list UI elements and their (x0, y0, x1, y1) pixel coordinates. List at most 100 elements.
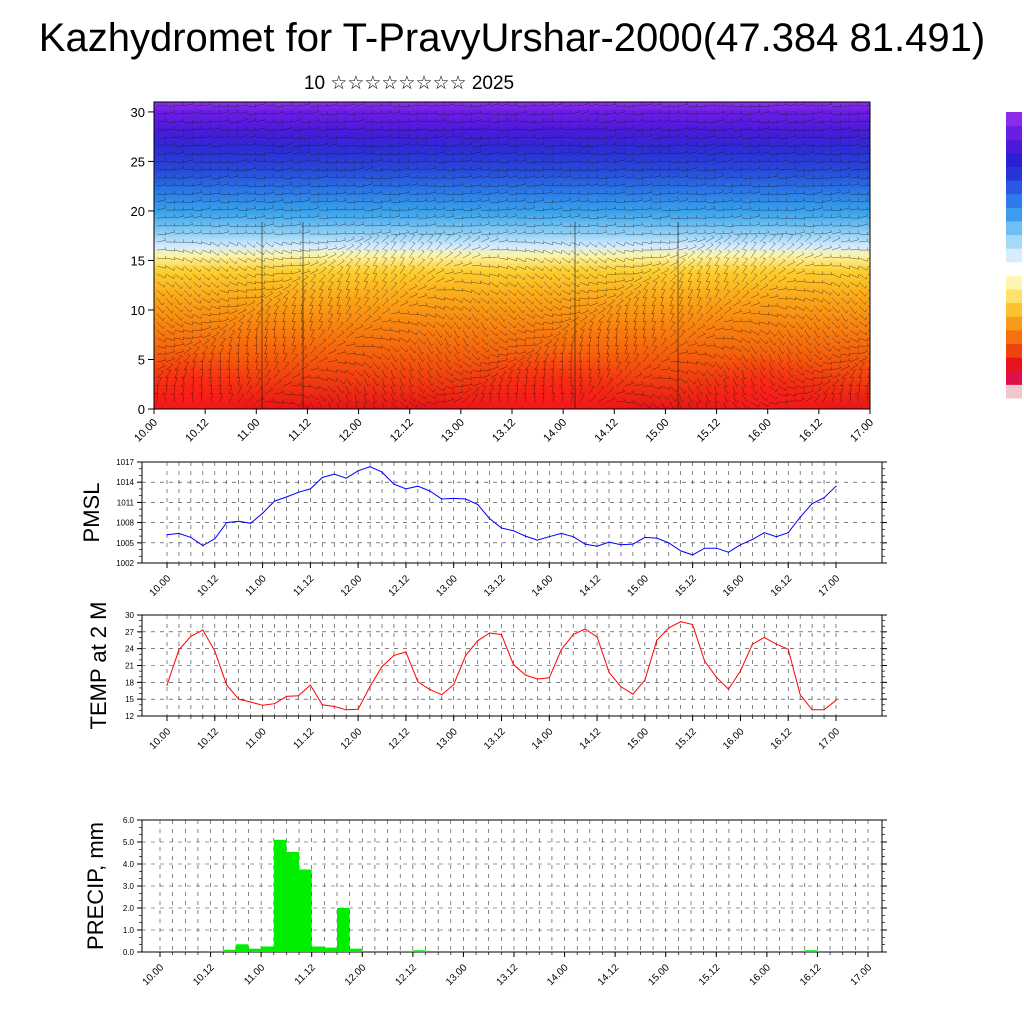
heatmap-y-tick-label: 10 (131, 303, 145, 318)
pmsl-point (608, 541, 610, 543)
temp-2m-x-tick-label: 11.12 (292, 726, 317, 751)
pmsl-frame (141, 461, 883, 564)
pmsl-x-tick-label: 15.12 (673, 573, 699, 599)
colorbar-swatch (1006, 166, 1022, 181)
pmsl-point (715, 547, 718, 549)
pmsl-x-tick-label: 11.12 (292, 573, 317, 598)
colorbar-swatch (1006, 234, 1022, 249)
colorbar-swatch (1006, 180, 1022, 195)
temp-2m-x-tick-label: 17.00 (817, 726, 843, 752)
pmsl-x-tick-label: 12.12 (387, 573, 413, 599)
colorbar-swatch (1006, 125, 1022, 140)
precip-bar (400, 950, 413, 952)
precip-x-tick-label: 17.00 (849, 962, 875, 988)
precip-bar (324, 947, 337, 952)
heatmap-x-tick-label: 15.12 (695, 417, 723, 445)
temp-2m-point (226, 684, 228, 686)
temp-2m-point (309, 684, 311, 686)
temp-2m-point (261, 704, 264, 706)
precip-x-tick-label: 11.12 (293, 962, 318, 987)
pmsl-panel: 1002 1005 1008 1011 1014 1017 10.00 10.12 11.00 1… (79, 458, 887, 599)
precip-x-tick-label: 11.00 (242, 962, 267, 987)
colorbar-swatch (1006, 152, 1022, 167)
temp-2m-point (787, 648, 789, 650)
colorbar-swatch (1006, 289, 1022, 304)
temp-2m-y-tick-label: 18 (125, 678, 134, 687)
heatmap-y-axis: 0 5 10 15 20 25 30 (131, 105, 154, 417)
pmsl-point (238, 520, 240, 522)
temp-2m-point (512, 663, 515, 665)
temp-2m-point (500, 634, 503, 636)
precip-bar (248, 948, 262, 952)
precip-x-tick-label: 10.00 (141, 962, 167, 988)
heatmap-x-tick-label: 17.00 (848, 417, 876, 445)
temp-2m-point (357, 708, 359, 710)
temp-2m-x-tick-label: 11.00 (244, 726, 269, 751)
pmsl-point (190, 536, 192, 539)
pmsl-x-tick-label: 11.00 (244, 573, 269, 598)
temp-2m-point (584, 628, 586, 630)
pmsl-x-tick-label: 15.00 (626, 573, 652, 599)
precip-bar (261, 946, 274, 952)
temp-2m-x-tick-label: 14.12 (578, 726, 604, 752)
pmsl-y-tick-label: 1005 (116, 539, 134, 548)
pmsl-x-tick-label: 10.00 (148, 573, 174, 599)
heatmap-y-tick-label: 20 (131, 204, 145, 219)
pmsl-point (405, 488, 407, 490)
temp-2m-point (823, 709, 825, 711)
temp-2m-x-tick-label: 15.12 (673, 726, 699, 752)
temp-2m-point (345, 709, 347, 711)
heatmap-warm-cores (154, 350, 845, 409)
chart-subtitle: 10 ☆☆☆☆☆☆☆☆ 2025 (303, 73, 515, 94)
temp-2m-point (238, 698, 240, 700)
pmsl-point (345, 477, 347, 479)
wind-barbs (154, 102, 870, 409)
chart-title: Kazhydromet for T-PravyUrshar-2000(47.38… (38, 16, 986, 60)
precip-y-tick-label: 0.0 (123, 948, 135, 957)
pmsl-point (309, 488, 311, 490)
pmsl-point (644, 536, 646, 539)
temp-2m-point (214, 650, 216, 652)
pmsl-point (524, 535, 526, 537)
colorbar-swatch (1006, 112, 1022, 127)
temp-2m-point (297, 695, 300, 697)
pmsl-point (703, 547, 706, 549)
pmsl-point (477, 503, 479, 506)
pmsl-point (441, 498, 443, 500)
pmsl-y-axis-label: PMSL (79, 483, 104, 543)
heatmap-x-tick-label: 11.00 (235, 417, 262, 444)
precip-y-tick-label: 6.0 (123, 816, 135, 825)
temp-2m-point (250, 701, 252, 703)
pmsl-point (381, 471, 383, 473)
temp-2m-point (692, 623, 694, 626)
pmsl-point (572, 536, 574, 538)
temp-2m-point (477, 640, 479, 642)
temp-2m-point (548, 677, 550, 679)
pmsl-point (560, 532, 562, 534)
heatmap-x-tick-label: 16.00 (746, 417, 774, 445)
pmsl-point (787, 532, 789, 534)
precip-x-tick-label: 16.12 (798, 962, 824, 988)
pmsl-point (465, 498, 467, 500)
temp-2m-y-tick-label: 30 (125, 611, 134, 620)
precip-y-tick-label: 1.0 (123, 926, 135, 935)
precip-bar (235, 944, 249, 952)
colorbar-swatch (1006, 343, 1022, 358)
precip-panel: 0.0 1.0 2.0 3.0 4.0 5.0 6.0 10.00 10.12 11.00 11.1… (83, 816, 887, 988)
pmsl-point (226, 522, 228, 524)
precip-x-tick-label: 12.00 (343, 962, 369, 988)
temp-2m-point (166, 684, 168, 686)
colorbar-swatch (1006, 275, 1022, 290)
temp-2m-y-tick-label: 12 (125, 712, 134, 721)
pmsl-x-tick-label: 12.00 (339, 573, 365, 599)
pmsl-point (500, 527, 503, 529)
precip-bar (273, 839, 287, 952)
temp-2m-point (715, 676, 718, 678)
heatmap-y-tick-label: 5 (138, 352, 145, 367)
precip-bar (286, 851, 300, 952)
pmsl-point (835, 485, 837, 487)
temp-2m-point (560, 649, 562, 651)
temp-2m-point (751, 643, 753, 645)
pmsl-point (548, 536, 550, 538)
precip-bar (337, 908, 350, 952)
